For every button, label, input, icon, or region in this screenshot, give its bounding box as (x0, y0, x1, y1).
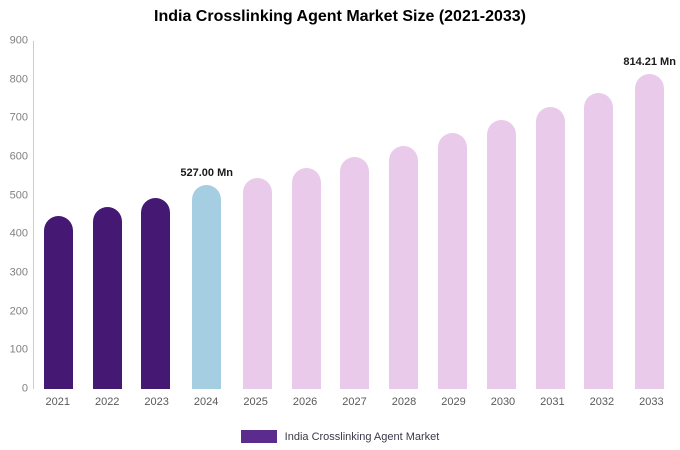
bar-2033 (635, 74, 665, 389)
legend-label: India Crosslinking Agent Market (284, 430, 440, 443)
bar-cell (477, 41, 526, 389)
plot-area: 527.00 Mn 814.21 Mn (33, 41, 676, 389)
bar-2022 (92, 207, 122, 389)
bar-cell (379, 41, 428, 389)
x-tick-label: 2025 (243, 396, 268, 408)
bar-2031 (535, 106, 565, 389)
bar-cell (526, 41, 575, 389)
bar-2027 (340, 157, 370, 389)
bar-2023 (141, 198, 171, 389)
y-tick-label: 200 (9, 305, 28, 318)
y-tick-label: 600 (9, 150, 28, 163)
x-tick-label: 2022 (94, 396, 120, 408)
bar-2024 (192, 185, 222, 389)
bar-2021 (43, 216, 73, 389)
bar-cell (428, 41, 477, 389)
x-tick-label: 2029 (441, 396, 466, 408)
bar-2028 (389, 145, 419, 389)
x-tick-label: 2031 (540, 396, 565, 408)
bar-2032 (584, 92, 614, 389)
bar-cell: 527.00 Mn (180, 41, 233, 389)
x-tick-label: 2028 (391, 396, 417, 408)
bar-cell (331, 41, 380, 389)
y-axis: 0 100 200 300 400 500 600 700 800 900 (0, 35, 28, 394)
y-tick-label: 500 (9, 189, 28, 202)
y-tick-label: 800 (9, 73, 28, 86)
bar-cell (575, 41, 624, 389)
bar-value-label: 527.00 Mn (180, 167, 233, 180)
x-tick-label: 2030 (490, 396, 516, 408)
legend: India Crosslinking Agent Market (0, 430, 680, 443)
bar-cell: 814.21 Mn (623, 41, 676, 389)
chart-title: India Crosslinking Agent Market Size (20… (154, 8, 526, 25)
bar-2025 (242, 178, 272, 389)
x-tick-label: 2033 (639, 396, 664, 408)
x-tick-label: 2027 (342, 396, 367, 408)
bar-cell (34, 41, 83, 389)
x-tick-label: 2021 (45, 396, 70, 408)
bar-2030 (486, 120, 516, 389)
y-tick-label: 400 (9, 227, 28, 240)
y-tick-label: 300 (9, 266, 28, 279)
bar-2026 (291, 168, 321, 389)
bar-cell (83, 41, 132, 389)
bar-cell (233, 41, 282, 389)
y-tick-label: 100 (9, 343, 28, 356)
y-tick-label: 900 (9, 34, 28, 47)
y-tick-label: 700 (9, 111, 28, 124)
x-tick-label: 2032 (589, 396, 615, 408)
x-tick-label: 2026 (292, 396, 318, 408)
legend-swatch (240, 430, 277, 443)
x-tick-label: 2024 (193, 396, 219, 408)
x-tick-label: 2023 (144, 396, 169, 408)
bar-2029 (438, 133, 468, 389)
y-tick-label: 0 (21, 382, 28, 395)
bar-value-label: 814.21 Mn (623, 56, 676, 69)
bar-cell (132, 41, 181, 389)
x-axis: 2021 2022 2023 2024 2025 2026 2027 2028 2029 2030… (33, 396, 676, 408)
bar-cell (282, 41, 331, 389)
